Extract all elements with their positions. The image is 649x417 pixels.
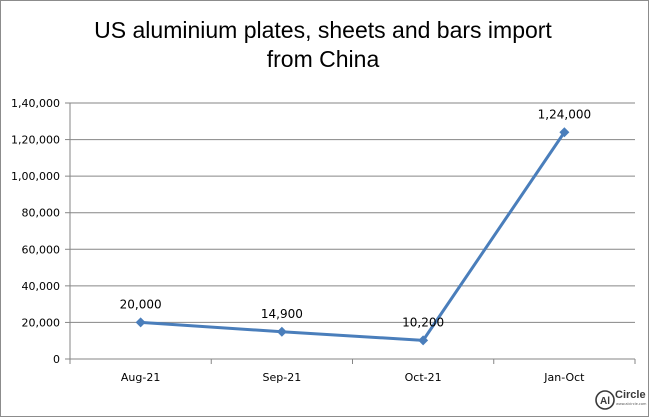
y-tick-label: 1,20,000 — [11, 134, 60, 147]
series — [135, 127, 570, 346]
logo-tagline: www.alcircle.com — [616, 402, 647, 406]
y-tick-label: 40,000 — [22, 280, 61, 293]
x-tick-labels: Aug-21 Sep-21 Oct-21 Jan-Oct — [121, 371, 585, 384]
data-point — [276, 326, 287, 337]
data-point — [135, 317, 146, 328]
y-tick-labels: 0 20,000 40,000 60,000 80,000 1,00,000 1,20,00… — [11, 97, 60, 366]
logo-word: Circle — [615, 389, 646, 401]
chart-title-line-2: from China — [267, 46, 380, 72]
x-tick-label: Oct-21 — [405, 371, 442, 384]
y-tick-label: 20,000 — [22, 316, 61, 329]
data-label: 1,24,000 — [538, 107, 591, 121]
series-line — [140, 131, 566, 342]
axes — [65, 102, 636, 364]
x-tick-label: Jan-Oct — [543, 371, 585, 384]
chart-title: US aluminium plates, sheets and bars imp… — [94, 17, 552, 72]
y-tick-label: 1,00,000 — [11, 170, 60, 183]
data-label: 10,200 — [402, 315, 444, 329]
x-tick-label: Sep-21 — [263, 371, 302, 384]
logo-ring-icon — [595, 390, 615, 410]
data-label: 20,000 — [120, 297, 162, 311]
y-tick-label: 60,000 — [22, 243, 61, 256]
data-labels: 20,000 14,900 10,200 1,24,000 — [120, 107, 591, 329]
y-tick-label: 1,40,000 — [11, 97, 60, 110]
chart-title-line-1: US aluminium plates, sheets and bars imp… — [94, 17, 552, 43]
y-tick-label: 80,000 — [22, 207, 61, 220]
data-point — [418, 335, 429, 346]
y-tick-label: 0 — [53, 353, 60, 366]
logo-mark: Al — [600, 396, 610, 407]
x-tick-label: Aug-21 — [121, 371, 160, 384]
data-point — [559, 127, 570, 138]
alcircle-logo: Al Circle www.alcircle.com — [595, 389, 647, 410]
data-label: 14,900 — [261, 307, 303, 321]
gridlines — [70, 102, 635, 323]
